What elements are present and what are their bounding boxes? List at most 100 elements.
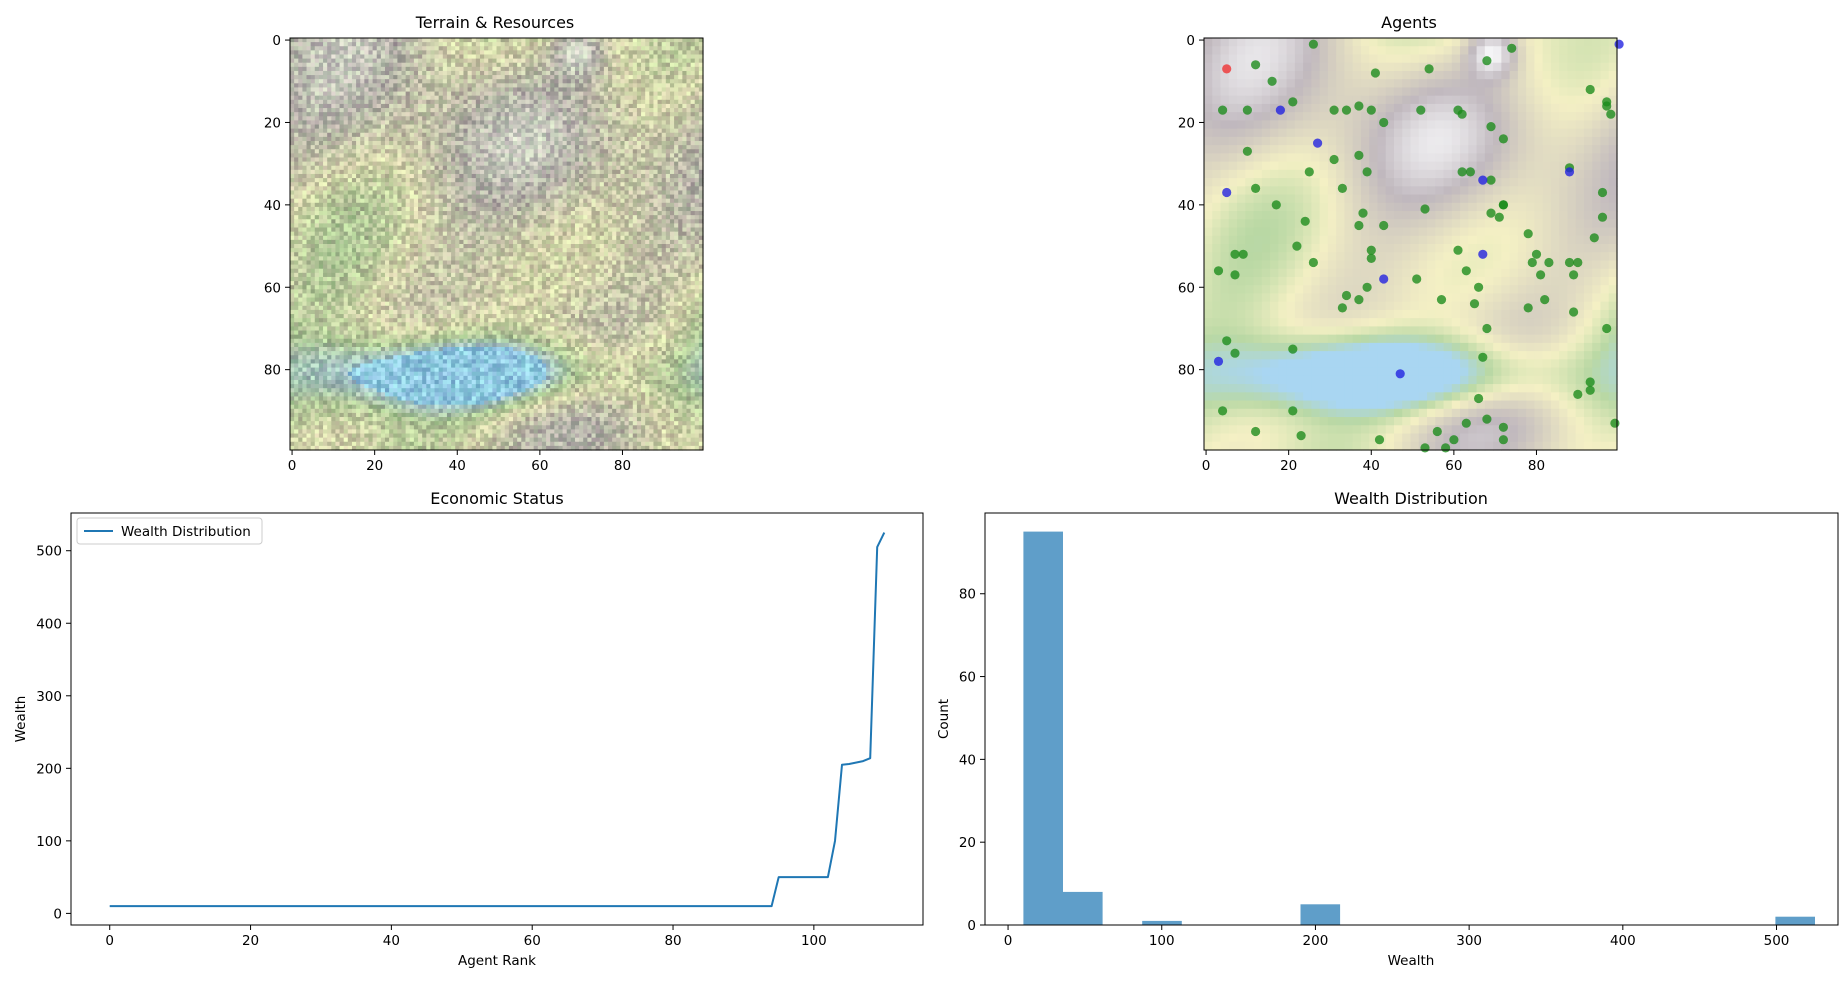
terrain-cell (690, 54, 696, 60)
terrain-cell (554, 120, 560, 126)
terrain-cell (513, 38, 518, 43)
terrain-cell (401, 235, 407, 241)
terrain-cell (426, 178, 432, 183)
terrain-cell (360, 186, 365, 192)
terrain-cell (418, 70, 423, 76)
terrain-cell (533, 116, 539, 121)
terrain-cell (310, 231, 316, 237)
terrain-cell (608, 165, 613, 171)
terrain-cell (504, 149, 510, 154)
terrain-cell (306, 75, 312, 80)
terrain-cell (389, 42, 394, 47)
terrain-cell (492, 99, 498, 105)
terrain-cell (694, 169, 700, 175)
terrain-cell (434, 58, 440, 64)
terrain-cell (413, 149, 419, 154)
terrain-cell (665, 75, 671, 80)
terrain-cell (541, 103, 547, 109)
terrain-cell (599, 103, 605, 109)
terrain-cell (587, 70, 593, 76)
terrain-cell (314, 161, 320, 167)
terrain-cell (674, 182, 679, 187)
terrain-cell (669, 108, 675, 113)
terrain-cell (616, 50, 621, 56)
terrain-cell (384, 231, 390, 237)
terrain-cell (446, 190, 452, 196)
terrain-cell (504, 157, 510, 163)
terrain-cell (513, 235, 518, 241)
terrain-cell (384, 169, 390, 175)
terrain-cell (488, 46, 493, 51)
terrain-cell (405, 112, 411, 117)
terrain-cell (384, 186, 390, 192)
terrain-cell (608, 87, 613, 93)
terrain-cell (314, 231, 320, 237)
terrain-cell (525, 239, 531, 245)
terrain-cell (694, 112, 700, 117)
terrain-cell (492, 42, 498, 47)
terrain-cell (467, 149, 473, 154)
terrain-cell (467, 50, 473, 56)
terrain-cell (298, 75, 303, 80)
terrain-cell (343, 194, 349, 200)
terrain-cell (612, 141, 617, 146)
terrain-cell (513, 165, 518, 171)
terrain-cell (360, 211, 365, 216)
terrain-cell (347, 62, 353, 68)
terrain-cell (463, 42, 469, 47)
terrain-cell (314, 186, 320, 192)
terrain-cell (405, 66, 411, 72)
terrain-cell (678, 120, 683, 126)
terrain-cell (335, 91, 341, 97)
terrain-cell (661, 87, 667, 93)
terrain-cell (525, 173, 531, 179)
terrain-cell (442, 120, 448, 126)
terrain-cell (554, 54, 560, 60)
terrain-cell (318, 182, 324, 187)
terrain-cell (343, 153, 349, 159)
terrain-cell (434, 54, 440, 60)
terrain-cell (525, 157, 531, 163)
terrain-cell (488, 153, 493, 159)
terrain-cell (343, 116, 349, 121)
terrain-cell (351, 103, 357, 109)
terrain-cell (335, 99, 341, 105)
terrain-cell (455, 161, 460, 167)
terrain-cell (364, 62, 370, 68)
terrain-cell (492, 58, 498, 64)
terrain-cell (364, 219, 370, 224)
terrain-cell (665, 38, 671, 43)
terrain-cell (459, 231, 465, 237)
terrain-cell (413, 128, 419, 134)
terrain-cell (426, 62, 432, 68)
terrain-cell (356, 202, 361, 208)
terrain-cell (632, 211, 638, 216)
terrain-cell (384, 54, 390, 60)
terrain-cell (579, 227, 584, 233)
terrain-cell (442, 178, 448, 183)
terrain-cell (517, 99, 522, 105)
terrain-cell (413, 231, 419, 237)
terrain-cell (562, 182, 568, 187)
terrain-cell (537, 169, 543, 175)
terrain-cell (628, 54, 634, 60)
terrain-cell (583, 211, 588, 216)
terrain-cell (368, 145, 374, 150)
terrain-cell (492, 227, 498, 233)
terrain-cell (413, 54, 419, 60)
terrain-cell (290, 186, 295, 192)
terrain-cell (451, 38, 456, 43)
terrain-cell (397, 136, 403, 142)
terrain-cell (525, 215, 531, 220)
terrain-cell (323, 231, 328, 237)
terrain-cell (587, 99, 593, 105)
terrain-cell (537, 198, 543, 204)
terrain-cell (331, 173, 337, 179)
terrain-cell (409, 50, 415, 56)
terrain-cell (479, 153, 485, 159)
terrain-cell (579, 136, 584, 142)
terrain-cell (364, 38, 370, 43)
terrain-cell (455, 145, 460, 150)
terrain-cell (587, 202, 593, 208)
terrain-cell (546, 190, 551, 196)
